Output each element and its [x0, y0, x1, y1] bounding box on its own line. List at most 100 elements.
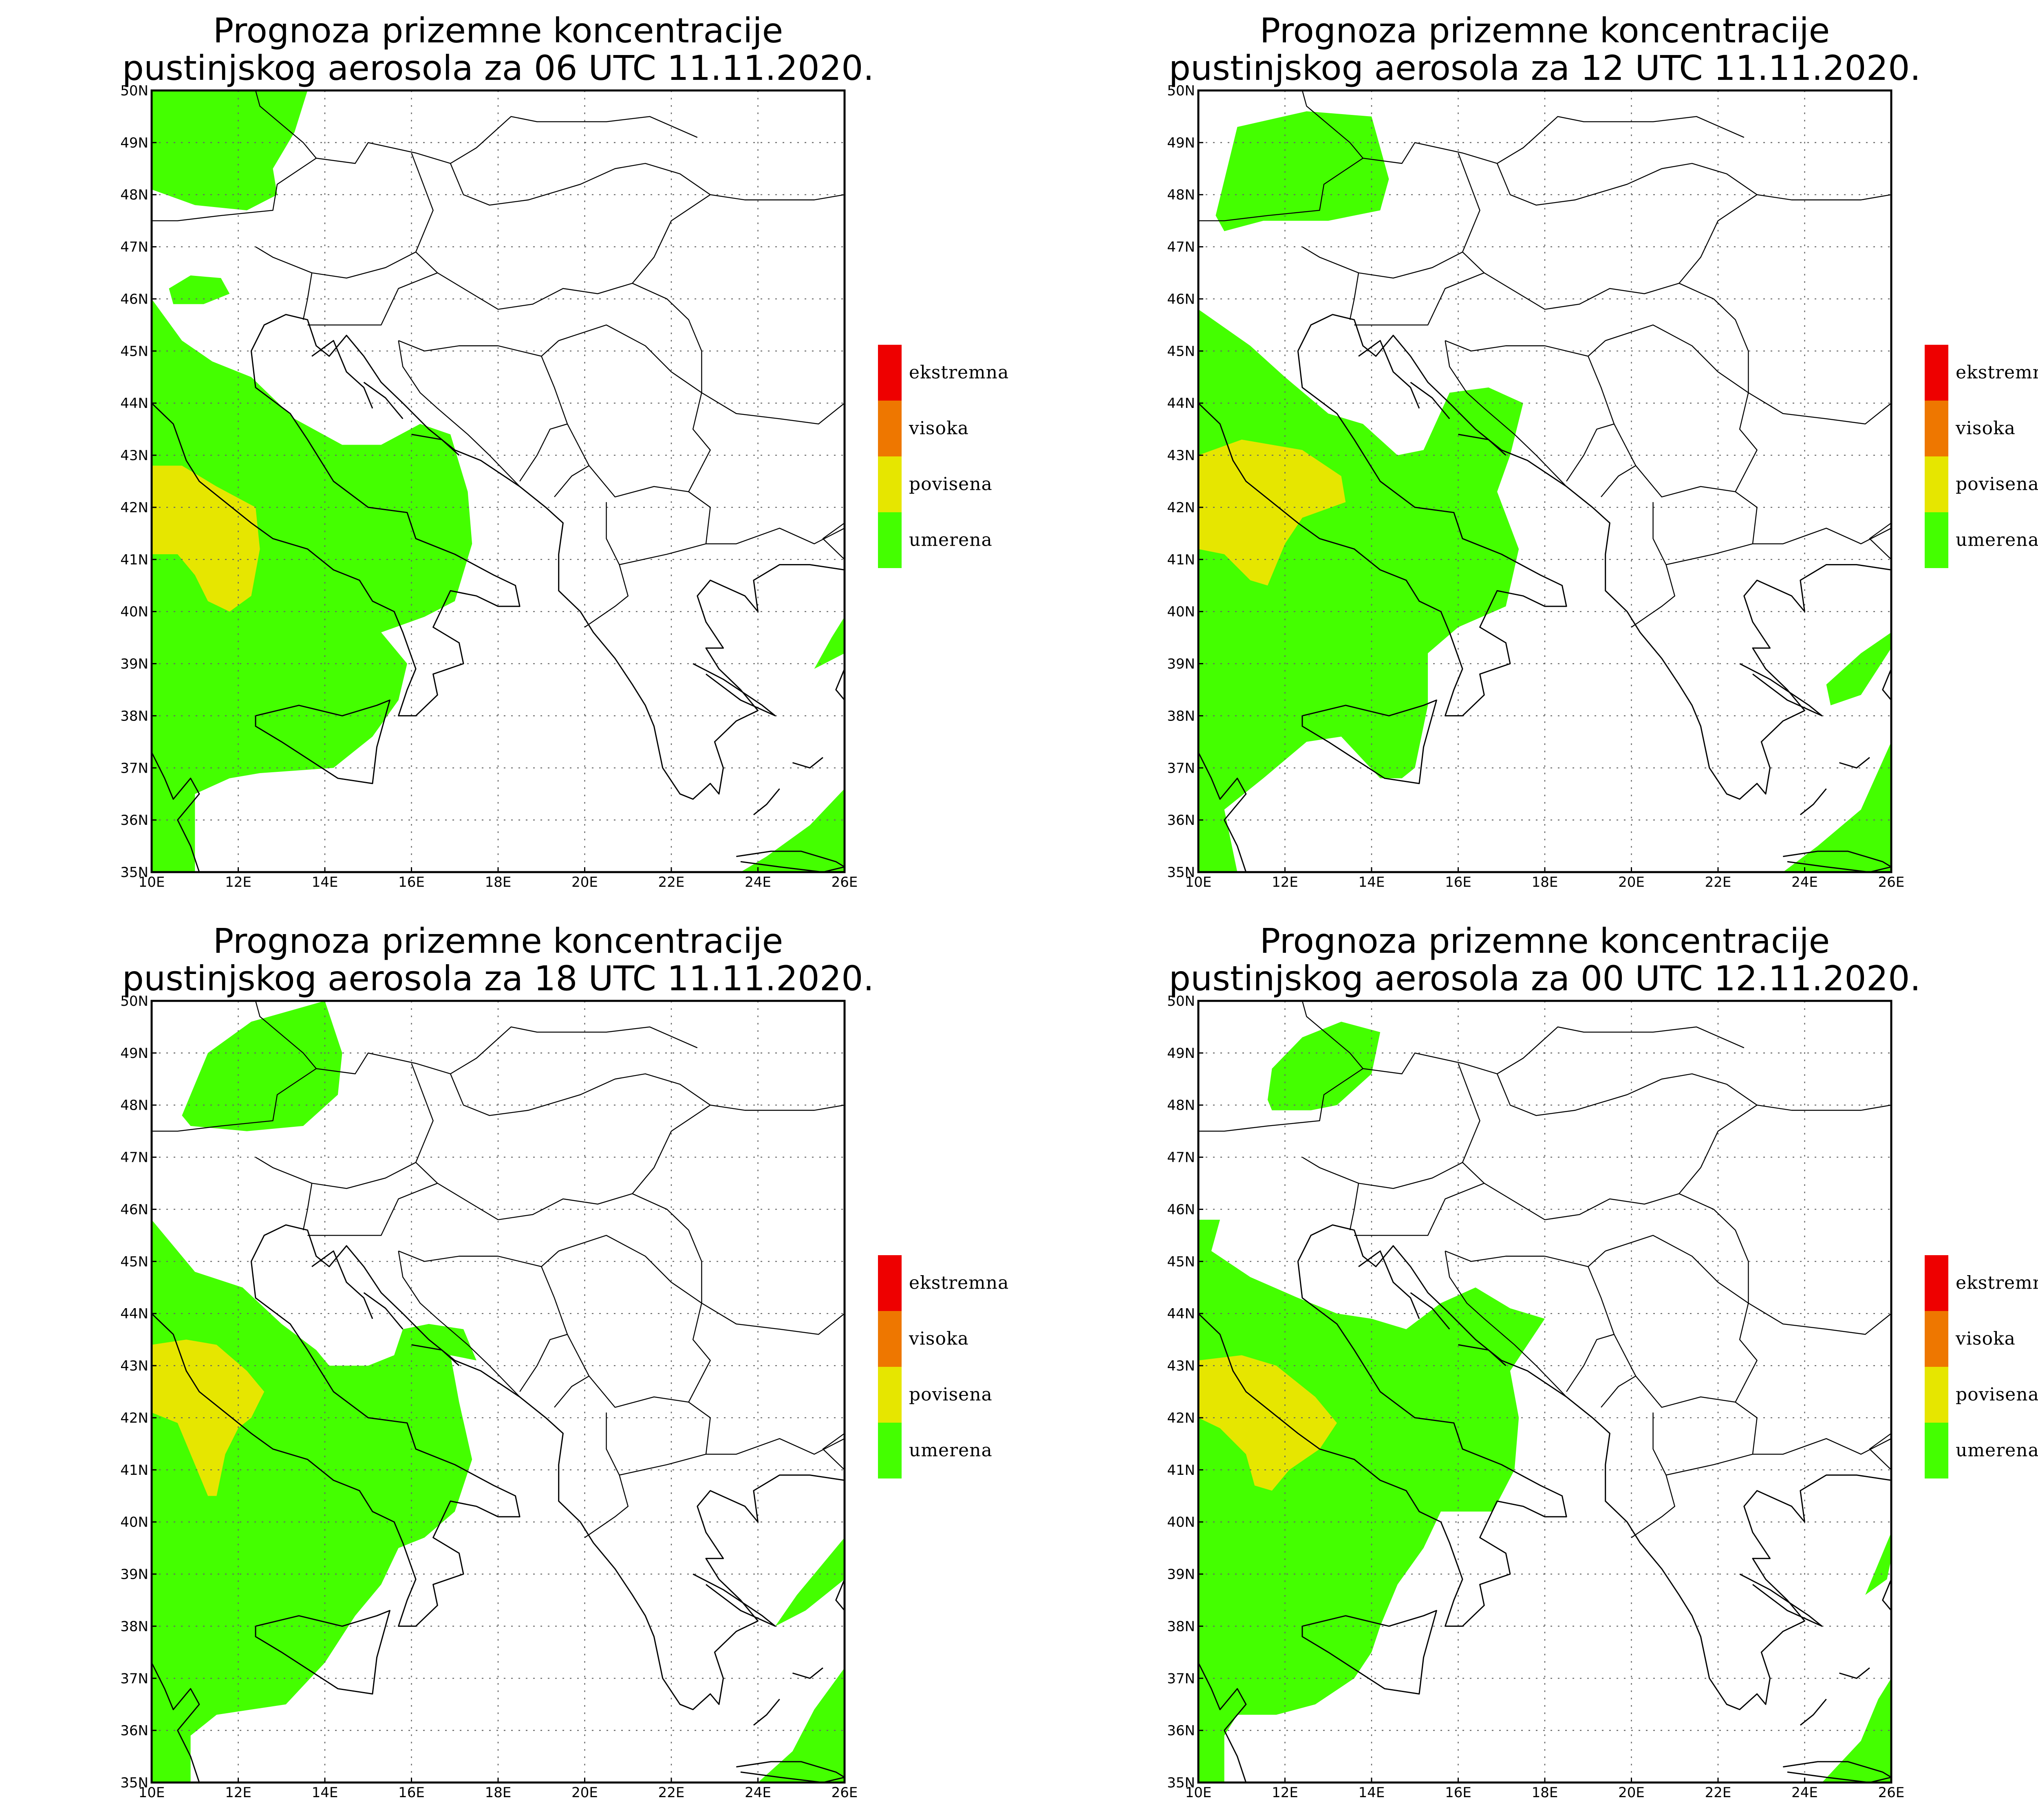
country-border — [1631, 1412, 1676, 1538]
coastline — [736, 1761, 845, 1783]
legend-label-ekstremna: ekstremna — [909, 1273, 1009, 1293]
lon-tick-label: 16E — [1445, 1785, 1471, 1801]
lat-tick-label: 50N — [120, 83, 148, 99]
country-border — [1349, 1183, 1359, 1230]
country-border — [398, 1250, 559, 1267]
country-border — [1358, 1162, 1463, 1189]
lat-tick-label: 35N — [1167, 864, 1195, 881]
lon-tick-label: 12E — [1272, 874, 1298, 890]
lon-tick-label: 22E — [658, 1785, 685, 1801]
lat-tick-label: 37N — [1167, 1670, 1195, 1687]
country-border — [1458, 1063, 1758, 1221]
lon-tick-label: 20E — [571, 874, 598, 890]
coastline — [693, 663, 776, 716]
lon-tick-label: 22E — [658, 874, 685, 890]
lat-tick-label: 39N — [120, 1567, 148, 1583]
coastline — [363, 1292, 404, 1330]
panel-title-line1: Prognoza prizemne koncentracije — [1260, 921, 1830, 961]
country-border — [632, 1193, 702, 1303]
lon-tick-label: 20E — [1618, 1785, 1645, 1801]
country-border — [1748, 1302, 1891, 1335]
coastline — [152, 314, 845, 800]
country-border — [1869, 522, 1891, 560]
legend-swatch-ekstremna — [1925, 345, 1948, 401]
coastline — [311, 1250, 373, 1319]
lat-tick-label: 36N — [1167, 1723, 1195, 1739]
lat-tick-label: 45N — [120, 343, 148, 359]
lat-tick-label: 48N — [1167, 1097, 1195, 1114]
coastline — [1410, 1292, 1450, 1330]
country-border — [554, 423, 590, 498]
lon-tick-label: 16E — [398, 874, 425, 890]
coastline — [1800, 1699, 1827, 1726]
lat-tick-label: 49N — [1167, 135, 1195, 151]
coastline — [835, 668, 845, 701]
country-border — [398, 340, 520, 487]
lat-tick-label: 41N — [120, 552, 148, 568]
lon-tick-label: 12E — [225, 874, 251, 890]
lon-tick-label: 20E — [571, 1785, 598, 1801]
country-border — [1666, 1438, 1891, 1476]
legend-label-ekstremna: ekstremna — [1956, 362, 2038, 383]
lon-tick-label: 18E — [1532, 874, 1558, 890]
lon-tick-label: 14E — [1359, 1785, 1385, 1801]
country-border — [255, 246, 312, 273]
legend-label-visoka: visoka — [1955, 1329, 2016, 1349]
country-border — [1497, 116, 1745, 164]
coastline — [792, 757, 823, 769]
lat-tick-label: 50N — [1167, 83, 1195, 99]
concentration-region-umerena — [758, 1668, 845, 1783]
lat-tick-label: 47N — [1167, 1150, 1195, 1166]
concentration-region-umerena — [1783, 742, 1891, 872]
lat-tick-label: 41N — [120, 1462, 148, 1478]
panel-title-line1: Prognoza prizemne koncentracije — [1260, 11, 1830, 51]
lon-tick-label: 10E — [139, 874, 165, 890]
coastline — [311, 340, 373, 409]
lon-tick-label: 26E — [1878, 874, 1905, 890]
lon-tick-label: 18E — [1532, 1785, 1558, 1801]
map-plot: 10E 12E 14E 16E 18E 20E 22E 24E 26E 35N 36N 37N 38N 3… — [1167, 993, 1904, 1801]
coastline — [753, 788, 780, 815]
country-border — [1678, 1193, 1749, 1303]
map-panel-p12: Prognoza prizemne koncentracijepustinjsk… — [1167, 11, 2038, 890]
lat-tick-label: 39N — [1167, 656, 1195, 672]
lat-tick-label: 43N — [120, 447, 148, 464]
lat-tick-label: 38N — [1167, 708, 1195, 724]
lat-tick-label: 36N — [120, 1723, 148, 1739]
lon-tick-label: 24E — [1791, 1785, 1818, 1801]
lat-tick-label: 40N — [1167, 604, 1195, 620]
lat-tick-label: 44N — [120, 1306, 148, 1322]
coastline — [255, 699, 390, 784]
coastline — [1739, 663, 1823, 716]
coastline — [152, 752, 200, 872]
country-border — [688, 1401, 711, 1454]
lat-tick-label: 50N — [120, 993, 148, 1009]
coastline — [1198, 1662, 1247, 1783]
coastline — [1800, 788, 1827, 815]
lon-tick-label: 14E — [312, 874, 338, 890]
legend-label-povisena: povisena — [1956, 1384, 2038, 1405]
coastline — [1783, 1761, 1891, 1783]
country-border — [1601, 423, 1637, 498]
concentration-region-povisena — [152, 465, 260, 612]
coastline — [1301, 1610, 1437, 1695]
country-border — [1354, 272, 1484, 326]
coastline — [1739, 1573, 1823, 1627]
lat-tick-label: 35N — [120, 864, 148, 881]
coastline — [1839, 757, 1870, 769]
lon-tick-label: 22E — [1705, 1785, 1731, 1801]
country-border — [1631, 502, 1676, 628]
map-plot: 10E 12E 14E 16E 18E 20E 22E 24E 26E 35N 36N 37N 38N 3… — [120, 83, 858, 890]
country-border — [1566, 1266, 1615, 1392]
country-border — [1605, 1235, 1758, 1403]
lat-tick-label: 46N — [1167, 1201, 1195, 1218]
concentration-region-umerena — [152, 299, 472, 872]
legend-label-povisena: povisena — [1956, 474, 2038, 495]
lat-tick-label: 43N — [1167, 447, 1195, 464]
coastline — [363, 381, 404, 419]
country-border — [558, 1235, 711, 1403]
country-border — [1302, 1157, 1359, 1184]
country-border — [1358, 251, 1463, 279]
concentration-region-umerena — [1215, 111, 1389, 231]
lat-tick-label: 42N — [1167, 500, 1195, 516]
